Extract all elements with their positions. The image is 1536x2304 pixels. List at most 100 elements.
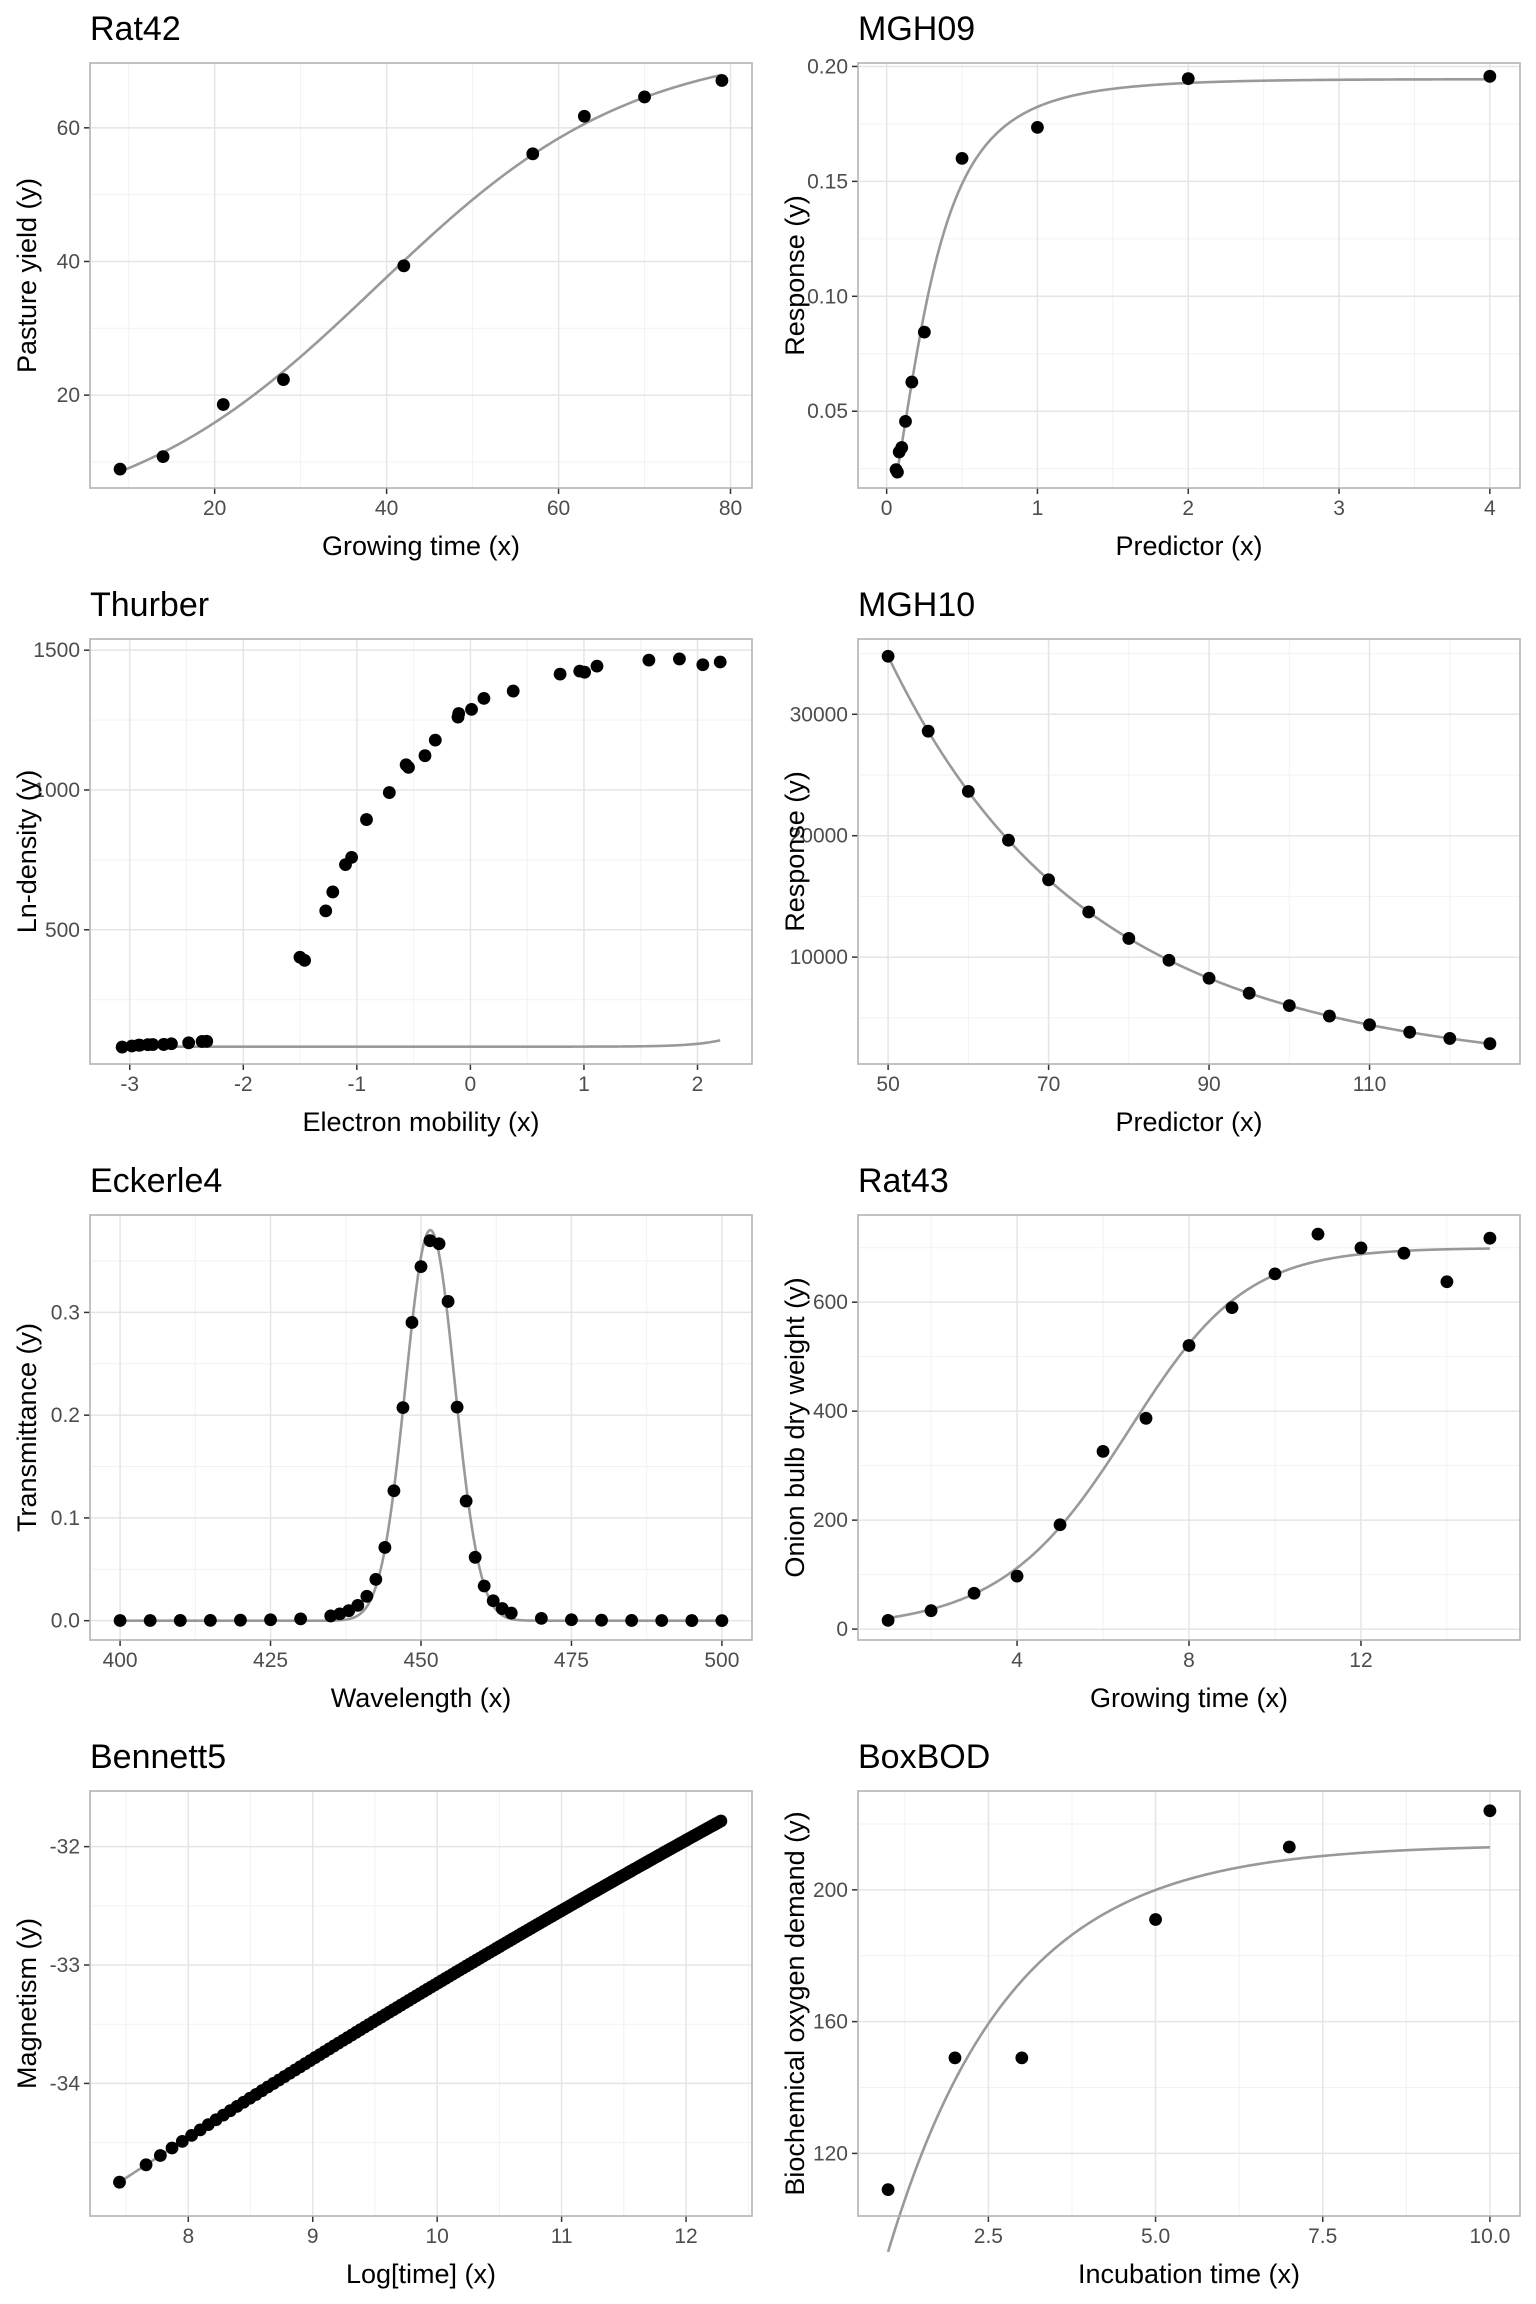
data-point bbox=[881, 649, 895, 663]
tick-label-x: 80 bbox=[719, 497, 742, 520]
data-point bbox=[504, 1606, 518, 1620]
data-point bbox=[113, 1614, 127, 1627]
tick-label-y: 200 bbox=[813, 1509, 848, 1532]
data-point bbox=[165, 1037, 178, 1051]
tick-label-y: 30000 bbox=[790, 703, 848, 726]
tick-label-y: 10000 bbox=[790, 946, 848, 969]
data-point bbox=[113, 2175, 126, 2189]
data-point bbox=[465, 702, 478, 716]
tick-label-y: 120 bbox=[813, 2142, 848, 2165]
data-point bbox=[961, 784, 975, 798]
chart-thurber: -3 -2 -1 0 1 2 500 1000 1500 Thurber Electron mobi… bbox=[12, 586, 753, 1137]
data-point bbox=[175, 2134, 189, 2148]
data-point bbox=[917, 325, 931, 339]
tick-label-x: 7.5 bbox=[1308, 2225, 1337, 2248]
chart-panel-mgh10: 50 70 90 110 10000 20000 30000 MGH10 Predictor (… bbox=[768, 576, 1536, 1152]
data-point bbox=[432, 1237, 446, 1251]
data-point bbox=[1397, 1246, 1411, 1260]
data-point bbox=[1483, 1804, 1497, 1818]
tick-label-y: 0.10 bbox=[807, 285, 848, 308]
chart-title: Rat43 bbox=[858, 1162, 949, 1200]
data-point bbox=[881, 1613, 895, 1627]
plot-border bbox=[89, 1214, 753, 1641]
data-point bbox=[642, 653, 656, 667]
chart-bennett5: 8 9 10 11 12 -34 -33 -32 Bennett5 Log[time] (x) Ma… bbox=[12, 1738, 753, 2289]
data-point bbox=[1182, 1339, 1196, 1352]
tick-label-y: 200 bbox=[813, 1879, 848, 1902]
data-point bbox=[1149, 1913, 1162, 1926]
chart-panel-mgh09: 0 1 2 3 4 0.05 0.10 0.15 0.20 MGH09 Predictor (x) R… bbox=[768, 0, 1536, 576]
chart-boxbod: 2.5 5.0 7.5 10.0 120 160 200 BoxBOD Incubation t… bbox=[780, 1738, 1521, 2289]
data-point bbox=[889, 463, 903, 477]
data-point bbox=[1010, 1569, 1024, 1583]
data-point bbox=[264, 1613, 277, 1627]
data-point bbox=[638, 90, 651, 104]
data-point bbox=[234, 1613, 247, 1627]
tick-label-x: 500 bbox=[704, 1649, 739, 1672]
chart-eckerle4: 400 425 450 475 500 0.0 0.1 0.2 0.3 Eckerle4 Wavel… bbox=[12, 1162, 753, 1713]
data-point bbox=[1443, 1032, 1457, 1045]
fit-curve bbox=[886, 1846, 1490, 2253]
data-point bbox=[1403, 1025, 1417, 1039]
tick-label-x: 0 bbox=[881, 497, 893, 520]
plot-border bbox=[89, 638, 753, 1065]
data-point bbox=[625, 1614, 639, 1627]
tick-label-y: 1000 bbox=[33, 779, 80, 802]
tick-label-y: 0.1 bbox=[51, 1507, 80, 1530]
tick-label-y: 0.0 bbox=[51, 1610, 80, 1633]
data-point bbox=[899, 414, 912, 428]
tick-label-y: 600 bbox=[813, 1291, 848, 1314]
tick-label-x: 90 bbox=[1197, 1073, 1220, 1096]
plot-border bbox=[857, 1214, 1521, 1641]
tick-label-y: -34 bbox=[50, 2072, 81, 2095]
data-point bbox=[655, 1614, 669, 1627]
x-axis-label: Log[time] (x) bbox=[346, 2259, 496, 2289]
tick-label-x: 475 bbox=[554, 1649, 589, 1672]
data-point bbox=[450, 1400, 464, 1414]
data-point bbox=[1053, 1518, 1067, 1532]
chart-panel-rat42: 20 40 60 80 20 40 60 Rat42 Growing time (x) Pastu… bbox=[0, 0, 768, 576]
data-point bbox=[715, 74, 729, 87]
data-point bbox=[173, 1614, 187, 1627]
tick-label-x: 4 bbox=[1484, 497, 1496, 520]
data-point bbox=[1282, 1840, 1296, 1854]
chart-title: Bennett5 bbox=[90, 1738, 226, 1776]
data-point bbox=[924, 1604, 938, 1618]
chart-title: BoxBOD bbox=[858, 1738, 990, 1776]
tick-label-x: 3 bbox=[1333, 497, 1345, 520]
chart-title: MGH09 bbox=[858, 10, 975, 48]
tick-label-x: 50 bbox=[876, 1073, 899, 1096]
fit-curve bbox=[894, 78, 1490, 479]
x-axis-label: Incubation time (x) bbox=[1078, 2259, 1300, 2289]
tick-label-x: 20 bbox=[203, 497, 226, 520]
chart-title: MGH10 bbox=[858, 586, 975, 624]
data-point bbox=[203, 1613, 217, 1627]
tick-label-x: 70 bbox=[1037, 1073, 1060, 1096]
fit-curve bbox=[886, 655, 1491, 1046]
fit-curve bbox=[120, 1228, 722, 1622]
data-point bbox=[715, 1614, 729, 1628]
data-point bbox=[526, 147, 540, 161]
chart-panel-eckerle4: 400 425 450 475 500 0.0 0.1 0.2 0.3 Eckerle4 Wavel… bbox=[0, 1152, 768, 1728]
tick-label-x: -3 bbox=[120, 1073, 139, 1096]
data-point bbox=[1440, 1275, 1454, 1289]
tick-label-y: 0.20 bbox=[807, 55, 848, 78]
data-point bbox=[1082, 905, 1096, 919]
chart-title: Thurber bbox=[90, 586, 209, 624]
data-point bbox=[1015, 2051, 1029, 2065]
data-point bbox=[578, 665, 592, 679]
tick-label-x: -2 bbox=[234, 1073, 253, 1096]
tick-label-x: 2.5 bbox=[974, 2225, 1003, 2248]
tick-label-x: 2 bbox=[1182, 497, 1194, 520]
data-point bbox=[534, 1611, 548, 1625]
tick-label-y: 1500 bbox=[33, 639, 80, 662]
data-point bbox=[1282, 999, 1296, 1013]
data-point bbox=[146, 1038, 160, 1051]
chart-title: Eckerle4 bbox=[90, 1162, 222, 1200]
tick-label-x: 12 bbox=[1349, 1649, 1372, 1672]
data-point bbox=[1042, 873, 1055, 887]
tick-label-y: 400 bbox=[813, 1400, 848, 1423]
data-point bbox=[345, 850, 359, 864]
data-point bbox=[428, 733, 442, 747]
data-point bbox=[441, 1295, 455, 1308]
